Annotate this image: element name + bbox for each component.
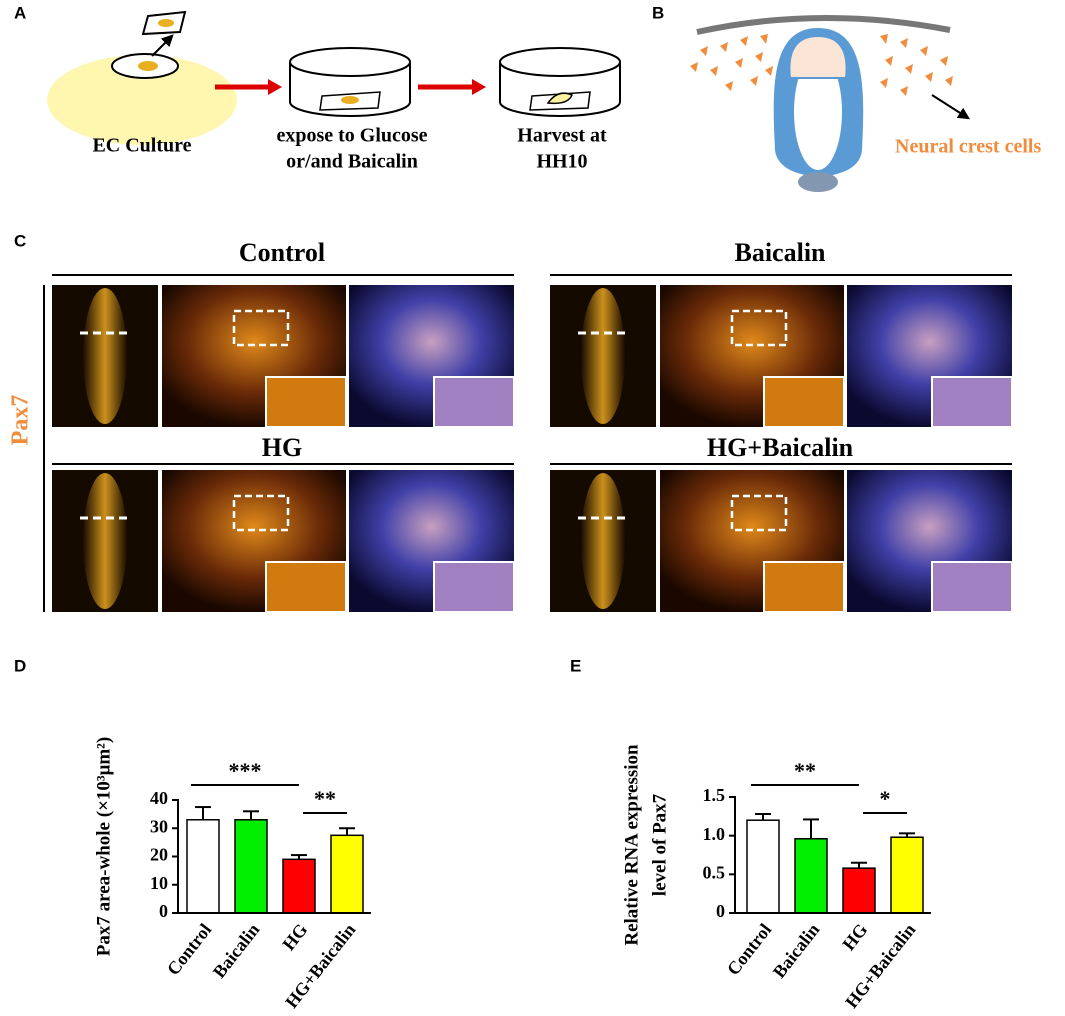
y-axis-label: Relative RNA expression — [621, 744, 642, 946]
bar — [842, 867, 876, 914]
roi-box — [232, 494, 290, 532]
inset — [763, 376, 845, 428]
step-label: expose to Glucose — [276, 125, 427, 147]
roi-box — [232, 309, 290, 347]
y-tick-label: 1.5 — [703, 785, 726, 805]
bar — [282, 858, 316, 914]
y-tick-label: 0 — [159, 901, 168, 921]
y-axis-label: Pax7 area-whole (×10³μm²) — [93, 737, 114, 956]
x-tick-label: HG — [278, 920, 311, 954]
bar — [186, 819, 220, 914]
significance-label: ** — [314, 786, 336, 811]
x-tick-label: Control — [163, 920, 215, 979]
step-label: EC Culture — [92, 135, 191, 157]
step-label: Harvest at — [517, 125, 607, 147]
inset — [931, 376, 1013, 428]
group-title: HG — [262, 433, 302, 462]
x-tick-label: Baicalin — [769, 920, 824, 982]
panel-label: C — [14, 231, 26, 250]
bar — [234, 819, 268, 914]
panel-label: D — [14, 656, 26, 675]
inset — [433, 376, 515, 428]
x-tick-label: HG — [838, 920, 871, 954]
significance-label: ** — [794, 758, 816, 783]
significance-label: *** — [229, 758, 262, 783]
group-title: HG+Baicalin — [707, 433, 854, 462]
embryo — [83, 473, 127, 609]
embryo — [581, 288, 625, 424]
embryo — [83, 288, 127, 424]
bar — [330, 834, 364, 914]
x-tick-label: Baicalin — [209, 920, 264, 982]
y-tick-label: 20 — [150, 845, 168, 865]
y-tick-label: 0 — [716, 901, 725, 921]
annotation: Neural crest cells — [895, 136, 1041, 158]
x-tick-label: Control — [723, 920, 775, 979]
y-tick-label: 0.5 — [703, 862, 726, 882]
bar — [746, 819, 780, 914]
group-title: Baicalin — [734, 238, 826, 267]
inset — [763, 561, 845, 613]
panel-label: A — [14, 3, 26, 22]
inset — [265, 561, 347, 613]
panel-label: E — [570, 656, 581, 675]
group-title: Control — [239, 238, 325, 267]
neural-tube-illustration — [690, 14, 971, 192]
inset — [931, 561, 1013, 613]
ec-culture-illustration — [47, 10, 621, 145]
step-label: or/and Baicalin — [286, 151, 418, 173]
y-tick-label: 1.0 — [703, 824, 726, 844]
y-tick-label: 10 — [150, 873, 168, 893]
y-axis-label: level of Pax7 — [649, 793, 670, 896]
embryo — [581, 473, 625, 609]
panel-label: B — [652, 3, 664, 22]
significance-label: * — [880, 786, 891, 811]
inset — [433, 561, 515, 613]
marker-label: Pax7 — [8, 395, 34, 446]
roi-box — [730, 494, 788, 532]
roi-box — [730, 309, 788, 347]
bar — [890, 836, 924, 914]
inset — [265, 376, 347, 428]
y-tick-label: 40 — [150, 788, 168, 808]
y-tick-label: 30 — [150, 816, 168, 836]
step-label: HH10 — [536, 151, 587, 173]
bar — [794, 838, 828, 914]
